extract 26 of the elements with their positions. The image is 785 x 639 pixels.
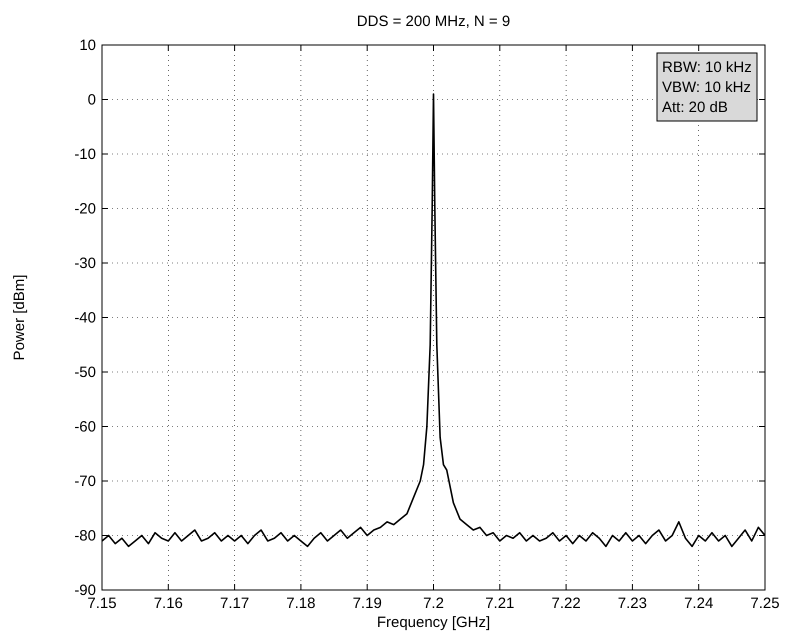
- x-tick-label: 7.25: [750, 595, 780, 612]
- y-tick-label: -20: [74, 200, 96, 218]
- y-tick-label: 10: [79, 37, 96, 54]
- y-tick-label: -70: [74, 473, 96, 490]
- x-tick-label: 7.17: [220, 595, 250, 612]
- annotation: Att: 20 dB: [662, 99, 728, 116]
- y-tick-label: -10: [74, 146, 96, 163]
- y-tick-label: -60: [74, 418, 96, 436]
- x-tick-label: 7.22: [552, 595, 581, 612]
- y-tick-label: -30: [74, 255, 96, 272]
- x-tick-label: 7.23: [618, 595, 647, 612]
- chart-title: DDS = 200 MHz, N = 9: [356, 13, 510, 30]
- y-tick-label: -50: [74, 364, 96, 381]
- annotation: VBW: 10 kHz: [662, 79, 751, 96]
- x-tick-label: 7.2: [423, 595, 444, 612]
- x-tick-label: 7.19: [352, 595, 382, 612]
- x-tick-label: 7.21: [485, 595, 514, 612]
- y-tick-label: 0: [88, 92, 96, 108]
- y-tick-label: -80: [74, 528, 96, 544]
- x-tick-label: 7.18: [286, 595, 316, 612]
- y-tick-label: -40: [74, 310, 96, 326]
- y-axis-title: Power [dBm]: [11, 274, 28, 360]
- x-tick-label: 7.16: [154, 595, 183, 612]
- annotation: RBW: 10 kHz: [662, 59, 752, 76]
- x-axis-title: Frequency [GHz]: [376, 614, 490, 631]
- x-tick-label: 7.24: [684, 595, 714, 612]
